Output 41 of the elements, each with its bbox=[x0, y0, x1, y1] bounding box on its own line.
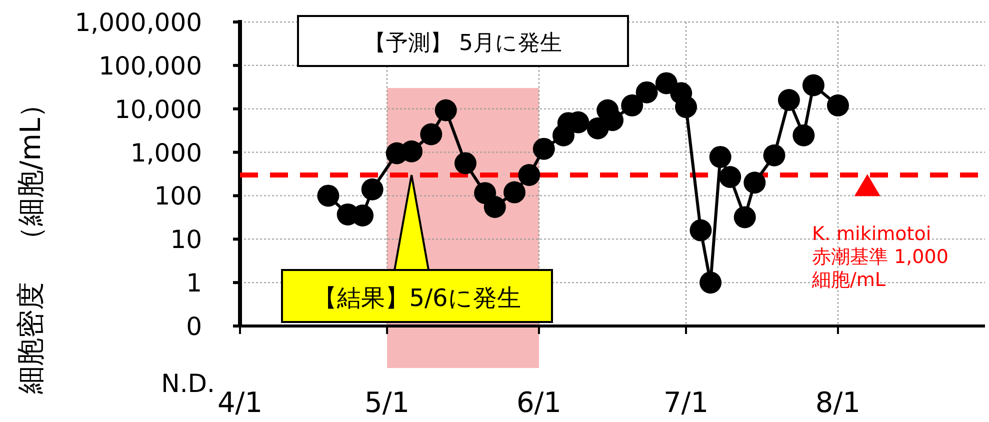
point bbox=[434, 99, 457, 122]
text: N.D. bbox=[161, 369, 215, 398]
annotation: 【予測】 5月に発生 bbox=[364, 31, 562, 56]
x-tick-label: 7/1 bbox=[663, 386, 709, 419]
y-tick-label: 0 bbox=[186, 312, 202, 341]
point bbox=[675, 96, 698, 118]
point bbox=[792, 124, 815, 146]
point bbox=[518, 164, 540, 186]
point bbox=[317, 184, 340, 207]
point bbox=[744, 172, 766, 194]
point bbox=[826, 94, 849, 116]
x-tick-label: 5/1 bbox=[364, 386, 410, 419]
x-tick-label: 6/1 bbox=[516, 386, 562, 419]
annotation: 【結果】5/6に発生 bbox=[313, 284, 521, 312]
point bbox=[621, 94, 644, 116]
point bbox=[454, 152, 476, 174]
point bbox=[420, 123, 442, 146]
y-tick-label: 1,000 bbox=[130, 138, 202, 168]
point bbox=[503, 181, 526, 204]
point bbox=[709, 146, 732, 168]
y-tick-label: 10 bbox=[170, 225, 202, 254]
y-tick-label: 100 bbox=[154, 182, 202, 211]
point bbox=[484, 196, 506, 218]
y-tick-label: 1 bbox=[186, 268, 202, 298]
x-tick-label: 4/1 bbox=[217, 386, 263, 419]
point bbox=[719, 166, 742, 188]
point bbox=[778, 88, 800, 111]
y-tick-label: 10,000 bbox=[114, 94, 202, 124]
point bbox=[361, 178, 384, 200]
y-tick-label: 100,000 bbox=[98, 51, 202, 80]
point bbox=[636, 81, 658, 104]
point bbox=[700, 272, 722, 294]
x-tick-label: 8/1 bbox=[815, 386, 860, 419]
point bbox=[802, 74, 824, 96]
point bbox=[690, 219, 712, 242]
y-axis-title: 細胞密度 （細胞/mL） bbox=[14, 90, 47, 396]
ref-line-label: K. mikimotoi 赤潮基準 1,000 細胞/mL bbox=[812, 222, 950, 292]
point bbox=[734, 206, 756, 228]
y-tick-label: 1,000,000 bbox=[74, 8, 202, 37]
point bbox=[532, 138, 555, 160]
point bbox=[763, 144, 786, 166]
